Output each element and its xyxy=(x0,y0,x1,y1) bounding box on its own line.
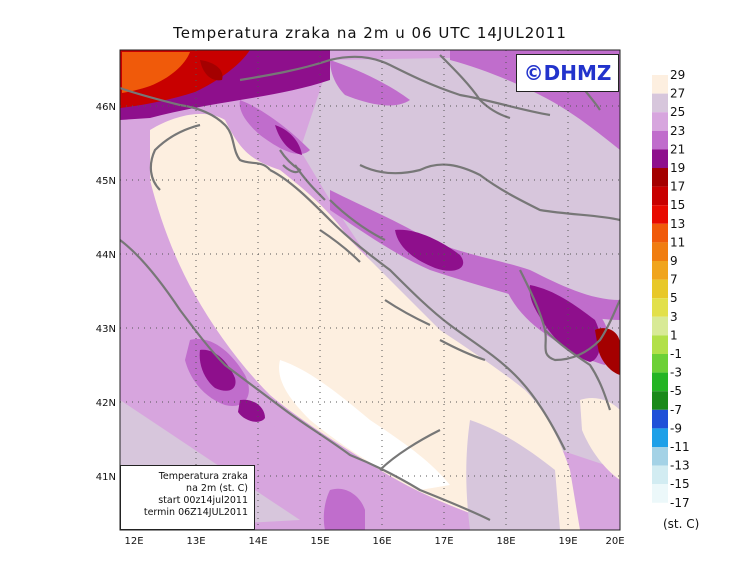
legend-swatch xyxy=(652,447,668,466)
legend-label: 7 xyxy=(670,273,678,287)
lon-label: 13E xyxy=(186,536,205,547)
legend-label: 17 xyxy=(670,180,685,194)
legend-swatch xyxy=(652,354,668,373)
legend-label: 23 xyxy=(670,124,685,138)
info-line: termin 06Z14JUL2011 xyxy=(143,507,248,518)
legend-label: -3 xyxy=(670,366,682,380)
legend-label: 9 xyxy=(670,254,678,268)
legend-swatch xyxy=(652,428,668,447)
lat-label: 41N xyxy=(96,472,116,483)
map-title: Temperatura zraka na 2m u 06 UTC 14JUL20… xyxy=(173,24,567,42)
map-frame xyxy=(119,49,621,531)
legend-labels: 29 27 25 23 21 19 17 15 13 11 9 7 5 3 1 -1 -3 -5 -7 -9 -11 -1… xyxy=(670,68,690,510)
legend-label: 3 xyxy=(670,310,678,324)
info-line: Temperatura zraka xyxy=(158,471,248,482)
legend-label: -13 xyxy=(670,459,690,473)
lon-label: 20E xyxy=(605,536,624,547)
legend-swatch xyxy=(652,279,668,299)
legend-label: 27 xyxy=(670,87,685,101)
legend-label: -1 xyxy=(670,347,682,361)
lat-label: 42N xyxy=(96,398,116,409)
legend-swatch xyxy=(652,372,668,392)
legend-label: -7 xyxy=(670,403,682,417)
info-line: na 2m (st. C) xyxy=(186,483,248,494)
legend-label: -15 xyxy=(670,477,690,491)
lat-label: 45N xyxy=(96,176,116,187)
legend-label: 11 xyxy=(670,235,685,249)
legend-swatch xyxy=(652,335,668,354)
info-box: Temperatura zraka na 2m (st. C) start 00… xyxy=(120,465,255,530)
legend-swatch xyxy=(652,223,668,243)
legend-label: -5 xyxy=(670,384,682,398)
info-line: start 00z14jul2011 xyxy=(158,495,248,506)
lat-label: 43N xyxy=(96,324,116,335)
legend-swatch xyxy=(652,186,668,206)
lat-axis: 46N 45N 44N 43N 42N 41N xyxy=(96,102,116,483)
legend-swatch xyxy=(652,93,668,113)
legend-label: 5 xyxy=(670,291,678,305)
legend-swatch xyxy=(652,465,668,485)
legend-swatch xyxy=(652,261,668,280)
legend-swatch xyxy=(652,205,668,224)
legend-swatch xyxy=(652,242,668,261)
legend-swatch xyxy=(652,409,668,429)
legend-swatch xyxy=(652,168,668,187)
lon-label: 18E xyxy=(496,536,515,547)
legend-label: -17 xyxy=(670,496,690,510)
legend-label: 29 xyxy=(670,68,685,82)
legend-unit: (st. C) xyxy=(663,517,699,531)
dhmz-logo: ©DHMZ xyxy=(516,54,619,92)
legend-swatch xyxy=(652,484,668,503)
legend-label: -9 xyxy=(670,421,682,435)
legend-label: 1 xyxy=(670,328,678,342)
temperature-field xyxy=(120,50,620,530)
legend-swatch xyxy=(652,316,668,336)
lon-label: 16E xyxy=(372,536,391,547)
legend-swatch xyxy=(652,130,668,150)
legend-label: 21 xyxy=(670,142,685,156)
lon-label: 12E xyxy=(124,536,143,547)
graticule xyxy=(120,50,620,530)
legend-label: 19 xyxy=(670,161,685,175)
legend-swatch xyxy=(652,149,668,168)
legend-swatch xyxy=(652,391,668,410)
lon-label: 14E xyxy=(248,536,267,547)
coastlines xyxy=(120,54,620,521)
lon-axis: 12E 13E 14E 15E 16E 17E 18E 19E 20E xyxy=(124,536,624,547)
lat-label: 44N xyxy=(96,250,116,261)
color-legend xyxy=(652,75,668,503)
lon-label: 15E xyxy=(310,536,329,547)
lat-label: 46N xyxy=(96,102,116,113)
lon-label: 17E xyxy=(434,536,453,547)
lon-label: 19E xyxy=(558,536,577,547)
legend-label: 13 xyxy=(670,217,685,231)
legend-label: 15 xyxy=(670,198,685,212)
legend-swatch xyxy=(652,112,668,131)
legend-label: -11 xyxy=(670,440,690,454)
legend-swatch xyxy=(652,75,668,94)
legend-swatch xyxy=(652,298,668,317)
legend-label: 25 xyxy=(670,105,685,119)
